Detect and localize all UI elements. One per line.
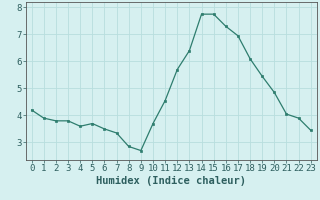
X-axis label: Humidex (Indice chaleur): Humidex (Indice chaleur): [96, 176, 246, 186]
